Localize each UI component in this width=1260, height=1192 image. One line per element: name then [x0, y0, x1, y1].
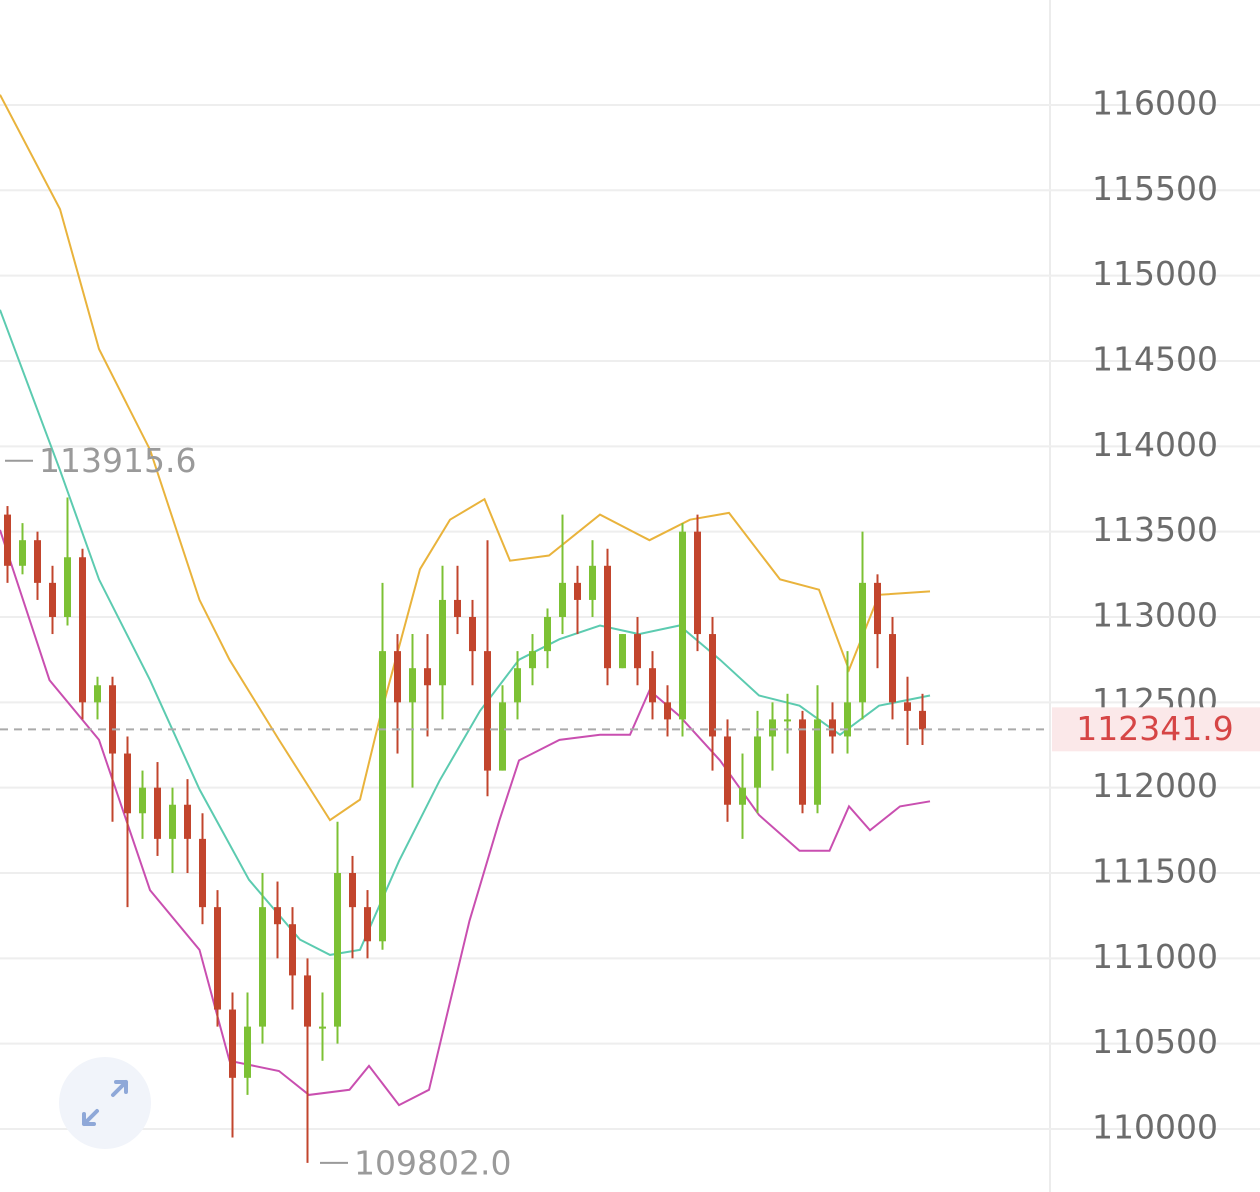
y-tick-label: 114500	[1092, 339, 1218, 378]
candle-body	[829, 719, 836, 737]
candle-body	[514, 668, 521, 703]
candle-body	[904, 702, 911, 711]
candle-body	[349, 873, 356, 908]
overlay: 1100001105001110001115001120001125001130…	[0, 83, 1260, 1182]
candle-body	[79, 557, 86, 703]
candle-body	[724, 736, 731, 805]
candle-body	[739, 787, 746, 805]
band-line	[0, 309, 931, 956]
candle-body	[889, 634, 896, 703]
candle-body	[589, 565, 596, 600]
candle-body	[424, 668, 431, 686]
candle-body	[574, 582, 581, 600]
candle-body	[379, 651, 386, 942]
y-tick-label: 115000	[1092, 254, 1218, 293]
candle-body	[844, 702, 851, 737]
candle-body	[274, 907, 281, 925]
last-price-label: 112341.9	[1076, 709, 1233, 748]
candle-body	[694, 531, 701, 635]
y-tick-label: 113000	[1092, 595, 1218, 634]
candle-body	[199, 838, 206, 908]
candle-body	[19, 540, 26, 566]
y-tick-label: 112000	[1092, 766, 1218, 805]
candle-body	[454, 599, 461, 617]
candle-body	[184, 804, 191, 839]
candle-body	[559, 582, 566, 617]
candle-body	[289, 924, 296, 976]
y-tick-label: 111000	[1092, 937, 1218, 976]
candle-body	[229, 1009, 236, 1078]
candle-body	[334, 873, 341, 1027]
band-line	[0, 94, 931, 822]
candle-body	[499, 702, 506, 771]
candle-body	[544, 616, 551, 652]
candles	[4, 497, 926, 1163]
candle-body	[754, 736, 761, 788]
candle-body	[874, 582, 881, 635]
candle-body	[169, 804, 176, 839]
candle-body	[109, 685, 116, 754]
candle-body	[94, 685, 101, 703]
expand-button[interactable]	[59, 1057, 151, 1149]
y-tick-label: 110000	[1092, 1108, 1218, 1147]
expand-icon[interactable]	[82, 1080, 128, 1126]
annotation-label: 113915.6	[39, 441, 196, 480]
candle-body	[34, 540, 41, 583]
candle-body	[529, 651, 536, 669]
candle-body	[259, 907, 266, 1027]
candle-body	[304, 975, 311, 1027]
candle-body	[409, 668, 416, 703]
annotation-label: 109802.0	[354, 1143, 511, 1182]
candle-body	[394, 651, 401, 703]
candle-body	[664, 702, 671, 720]
y-tick-label: 114000	[1092, 425, 1218, 464]
candle-body	[484, 651, 491, 771]
y-tick-label: 115500	[1092, 169, 1218, 208]
candle-body	[49, 582, 56, 617]
candle-body	[139, 787, 146, 814]
candle-body	[64, 557, 71, 617]
candle-body	[799, 719, 806, 805]
candle-body	[214, 907, 221, 1010]
candle-body	[439, 599, 446, 686]
candle-body	[364, 907, 371, 942]
y-tick-label: 116000	[1092, 83, 1218, 122]
candle-body	[919, 710, 926, 730]
candle-body	[619, 634, 626, 669]
candle-body	[634, 634, 641, 669]
candle-body	[769, 719, 776, 737]
candle-body	[859, 582, 866, 703]
candle-body	[679, 531, 686, 720]
candle-body	[319, 1026, 326, 1029]
candle-body	[124, 753, 131, 814]
last-price-tag	[1052, 707, 1260, 752]
candle-body	[4, 514, 11, 566]
candle-body	[709, 634, 716, 737]
grid	[0, 103, 1260, 1131]
candle-body	[244, 1026, 251, 1078]
candle-body	[604, 565, 611, 669]
candle-body	[469, 616, 476, 652]
y-tick-label: 111500	[1092, 852, 1218, 891]
candle-body	[154, 787, 161, 839]
y-tick-label: 110500	[1092, 1022, 1218, 1061]
candle-body	[784, 719, 791, 722]
candle-body	[814, 719, 821, 805]
candle-body	[649, 668, 656, 703]
expand-circle[interactable]	[59, 1057, 151, 1149]
y-tick-label: 113500	[1092, 510, 1218, 549]
